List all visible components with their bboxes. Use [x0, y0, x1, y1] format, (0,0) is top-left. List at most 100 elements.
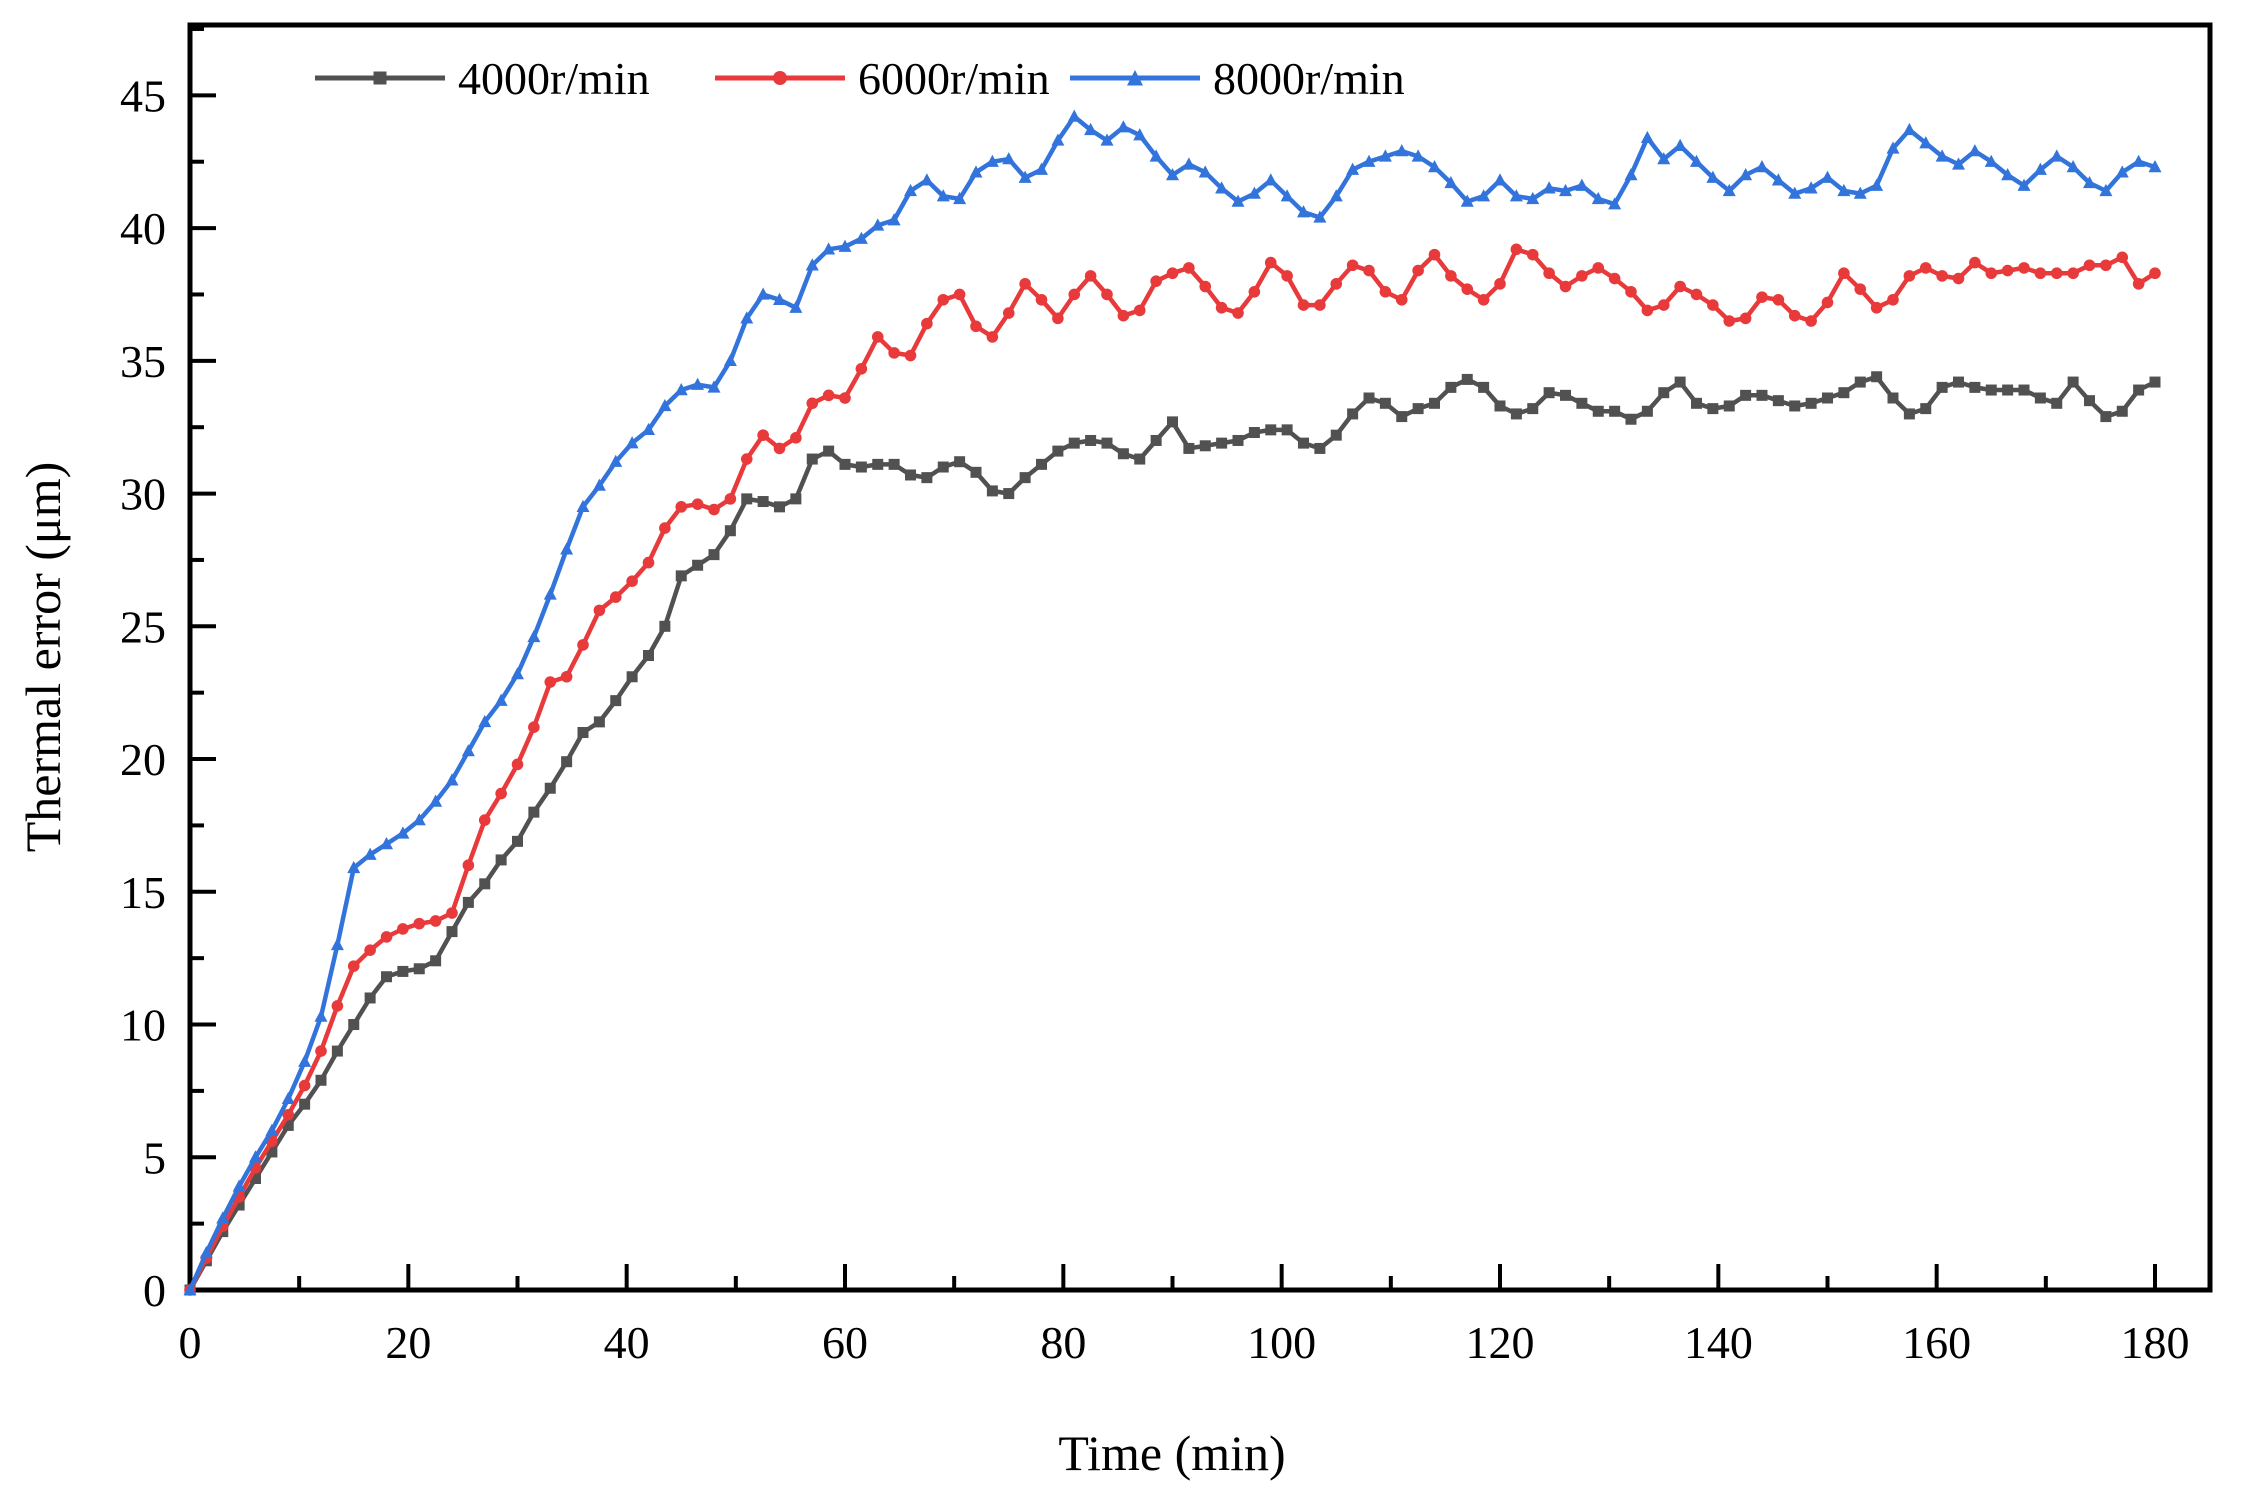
triangle-marker-icon — [1411, 149, 1425, 162]
circle-marker-icon — [1477, 293, 1490, 306]
square-marker-icon — [1036, 458, 1047, 470]
triangle-marker-icon — [1575, 178, 1589, 191]
square-marker-icon — [1330, 429, 1342, 441]
x-axis-title: Time (min) — [1058, 1425, 1285, 1481]
circle-marker-icon — [593, 604, 606, 617]
circle-marker-icon — [1346, 259, 1359, 272]
square-marker-icon — [675, 570, 687, 582]
triangle-marker-icon — [985, 154, 999, 167]
circle-marker-icon — [1641, 304, 1654, 317]
triangle-marker-icon — [1116, 120, 1130, 133]
circle-marker-icon — [1117, 309, 1130, 322]
circle-marker-icon — [1625, 286, 1637, 298]
circle-marker-icon — [364, 944, 376, 956]
circle-marker-icon — [1805, 315, 1817, 327]
circle-marker-icon — [577, 639, 589, 651]
square-marker-icon — [1740, 389, 1752, 401]
square-marker-icon — [1691, 397, 1702, 409]
square-marker-icon — [1723, 400, 1735, 412]
triangle-marker-icon — [461, 744, 475, 757]
series-line — [188, 374, 2156, 1292]
circle-marker-icon — [1707, 299, 1719, 311]
square-marker-icon — [364, 992, 376, 1004]
square-marker-icon — [1068, 437, 1080, 449]
square-marker-icon — [1953, 376, 1964, 388]
square-marker-icon — [544, 782, 556, 794]
square-marker-icon — [905, 469, 916, 481]
square-marker-icon — [1461, 373, 1473, 385]
circle-marker-icon — [1772, 293, 1785, 306]
square-marker-icon — [1265, 424, 1277, 436]
square-marker-icon — [1052, 445, 1064, 457]
triangle-marker-icon — [1755, 160, 1769, 173]
circle-marker-icon — [1608, 272, 1621, 285]
axis-tick-labels: 0 20 40 60 80 100 120 140 160 180 0 5 10 15 20 25 30 35 40… — [120, 70, 2190, 1368]
triangle-marker-icon — [1870, 178, 1884, 191]
x-tick-label: 60 — [822, 1317, 868, 1368]
circle-marker-icon — [691, 498, 704, 510]
circle-marker-icon — [511, 758, 524, 771]
circle-marker-icon — [2149, 267, 2161, 280]
square-marker-icon — [1592, 405, 1604, 417]
circle-marker-icon — [1838, 267, 1850, 280]
circle-marker-icon — [1739, 312, 1752, 325]
square-marker-icon — [1969, 381, 1981, 393]
square-marker-icon — [1445, 381, 1457, 393]
circle-marker-icon — [397, 923, 409, 935]
circle-marker-icon — [282, 1108, 295, 1121]
square-marker-icon — [430, 955, 442, 967]
circle-marker-icon — [1068, 288, 1081, 301]
circle-marker-icon — [1395, 293, 1408, 306]
plot-frame — [187, 22, 2213, 1293]
triangle-marker-icon — [592, 478, 606, 491]
triangle-marker-icon — [1821, 170, 1834, 183]
legend: 4000r/min 6000r/min 8000r/min — [315, 53, 1405, 104]
triangle-marker-icon — [969, 165, 983, 178]
circle-marker-icon — [790, 432, 802, 444]
triangle-marker-icon — [1362, 154, 1376, 167]
square-marker-icon — [299, 1098, 311, 1110]
square-marker-icon — [2002, 384, 2014, 396]
square-marker-icon — [1985, 384, 1997, 396]
series-6000rmin — [184, 243, 2161, 1296]
circle-marker-icon — [1445, 270, 1457, 282]
triangle-marker-icon — [1493, 173, 1507, 186]
x-tick-label: 180 — [2121, 1317, 2190, 1368]
triangle-marker-icon — [887, 213, 901, 226]
square-marker-icon — [724, 525, 736, 537]
square-marker-icon — [1429, 397, 1440, 409]
triangle-marker-icon — [2001, 167, 2015, 181]
square-marker-icon — [1494, 400, 1506, 412]
square-marker-icon — [1576, 397, 1588, 409]
circle-marker-icon — [1526, 248, 1539, 261]
square-marker-icon — [315, 1074, 327, 1086]
triangle-marker-icon — [1526, 191, 1540, 205]
triangle-marker-icon — [1935, 149, 1949, 162]
square-marker-icon — [2133, 384, 2145, 396]
square-marker-icon — [757, 496, 769, 508]
triangle-marker-icon — [281, 1091, 295, 1105]
square-marker-icon — [528, 806, 540, 818]
triangle-marker-icon — [1264, 173, 1278, 186]
square-marker-icon — [1871, 371, 1883, 383]
triangle-marker-icon — [822, 242, 836, 255]
square-marker-icon — [2100, 411, 2112, 423]
square-marker-icon — [1543, 387, 1555, 399]
triangle-marker-icon — [674, 383, 688, 396]
circle-marker-icon — [1510, 243, 1523, 256]
triangle-marker-icon — [1706, 170, 1720, 183]
square-marker-icon — [1789, 400, 1801, 412]
triangle-marker-icon — [232, 1179, 246, 1192]
triangle-marker-icon — [1591, 191, 1605, 205]
triangle-marker-icon — [347, 860, 361, 874]
square-marker-icon — [1822, 392, 1833, 404]
triangle-marker-icon — [396, 826, 410, 839]
triangle-marker-icon — [1968, 144, 1982, 157]
triangle-marker-icon — [707, 380, 721, 393]
square-marker-icon — [1314, 442, 1326, 454]
square-marker-icon — [1707, 403, 1719, 415]
triangle-marker-icon — [904, 183, 917, 197]
x-tick-label: 80 — [1040, 1317, 1086, 1368]
square-marker-icon — [512, 835, 523, 847]
circle-marker-icon — [773, 442, 786, 455]
